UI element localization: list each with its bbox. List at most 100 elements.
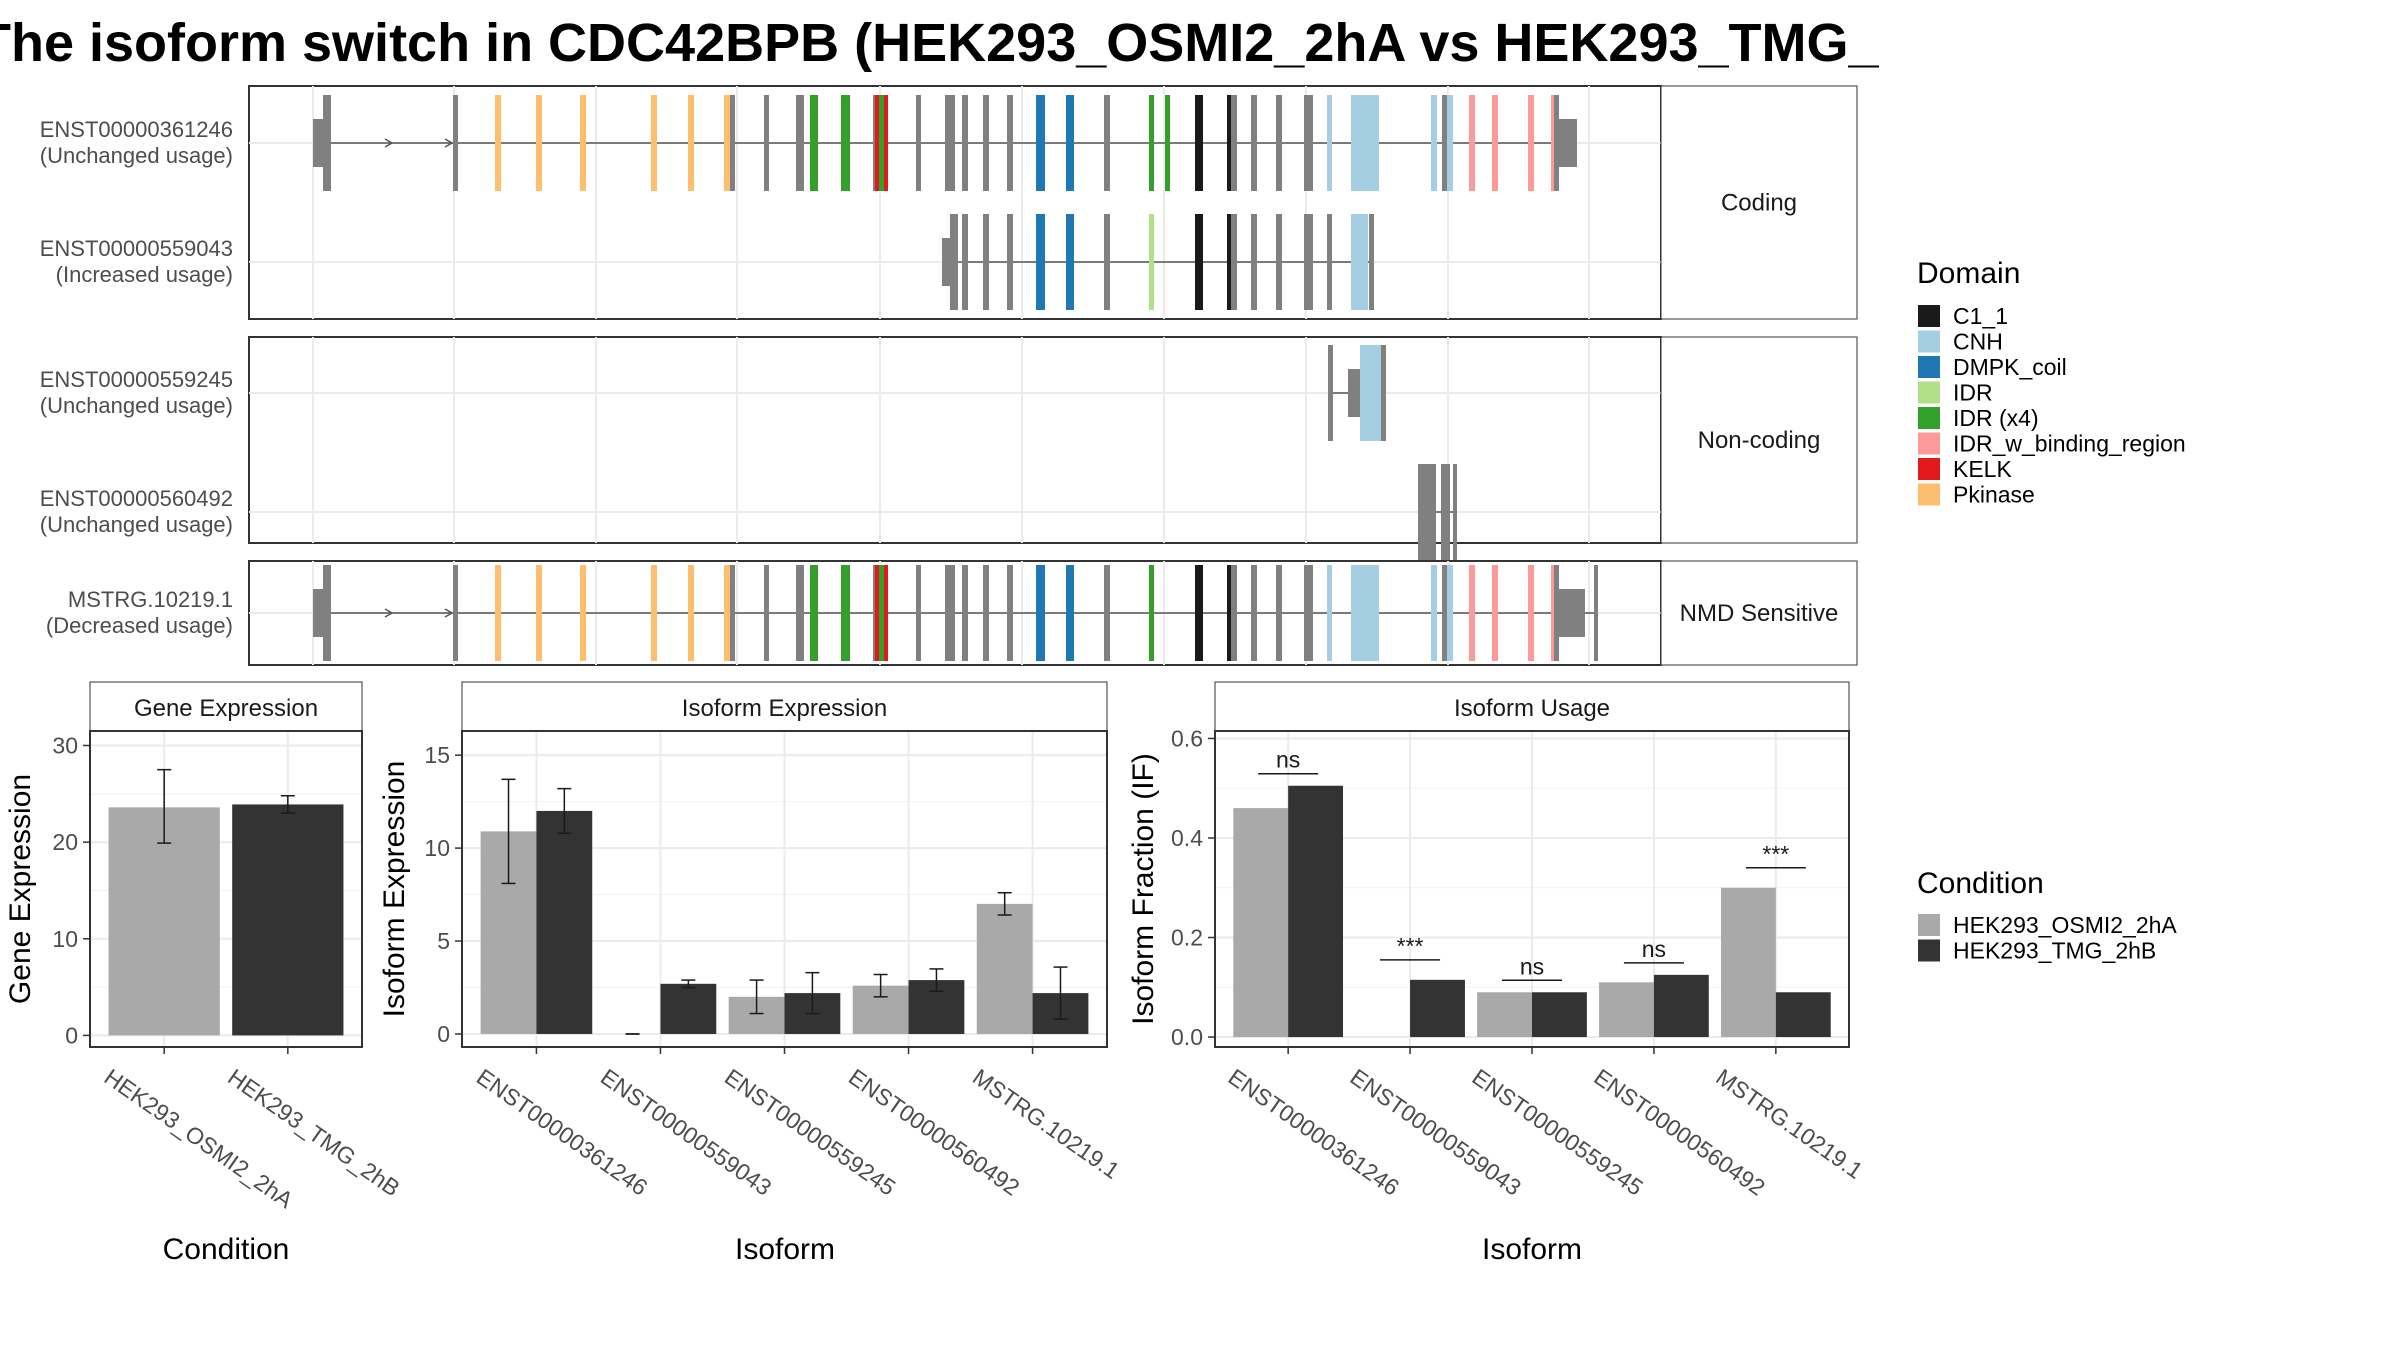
chart-strip-title: Isoform Usage (1454, 695, 1610, 722)
exon-block-idr-x4- (1149, 95, 1154, 191)
exon-block-exon (1104, 565, 1110, 661)
legend-key-label: HEK293_TMG_2hB (1953, 938, 2156, 964)
transcript-id-label: MSTRG.10219.1 (68, 587, 233, 612)
y-tick-label: 0 (437, 1021, 450, 1047)
exon-block-idr-w-binding-region (1528, 95, 1534, 191)
exon-block-exon (1453, 464, 1457, 560)
exon-block-c1-1 (1227, 214, 1233, 310)
x-axis-title: Condition (163, 1233, 290, 1266)
exon-block-dmpk-coil (1036, 95, 1045, 191)
utr-block (1556, 119, 1577, 167)
legend-key-label: C1_1 (1953, 303, 2008, 329)
exon-block-kelk (875, 565, 879, 661)
structure-strip-label: Non-coding (1698, 427, 1821, 454)
exon-block-exon (1104, 214, 1110, 310)
exon-block-exon (962, 214, 968, 310)
exon-block-pkinase (580, 95, 586, 191)
exon-block-exon (1304, 95, 1313, 191)
significance-label: ns (1520, 953, 1544, 979)
exon-block-idr-x4- (841, 565, 850, 661)
bar (1288, 785, 1344, 1038)
utr-block (1348, 369, 1360, 417)
exon-block-c1-1 (1227, 565, 1232, 661)
structure-panel-0: Coding ENST00000361246(Unchanged usage) EN… (40, 85, 1858, 320)
transcript-row: ENST00000361246(Unchanged usage) (40, 95, 1577, 191)
utr-block (1556, 589, 1585, 637)
legend-key-swatch (1918, 407, 1940, 429)
y-tick-label: 0.0 (1171, 1024, 1203, 1050)
transcript-usage-label: (Decreased usage) (46, 613, 233, 638)
legend-key-label: Pkinase (1953, 482, 2035, 508)
y-tick-label: 0.6 (1171, 725, 1203, 751)
exon-block-exon (1231, 214, 1237, 310)
exon-block-exon (1251, 565, 1257, 661)
exon-block-exon (1276, 95, 1282, 191)
exon-block-exon (950, 214, 958, 310)
exon-block-dmpk-coil (1066, 95, 1074, 191)
y-tick-label: 5 (437, 928, 450, 954)
condition-legend-title: Condition (1917, 867, 2044, 900)
exon-block-exon (1418, 464, 1436, 560)
chart-strip (461, 681, 1108, 732)
exon-block-exon (1554, 95, 1559, 191)
exon-block-exon (1304, 565, 1313, 661)
x-axis-title: Isoform (1482, 1233, 1582, 1266)
exon-block-c1-1 (1227, 95, 1232, 191)
intron-direction-arrow (384, 138, 394, 148)
bar (1775, 992, 1831, 1038)
x-axis-title: Isoform (735, 1233, 835, 1266)
chart-strip (1214, 681, 1850, 732)
exon-block-exon (764, 95, 769, 191)
exon-block-idr-w-binding-region (1469, 565, 1475, 661)
legend-key-label: IDR_w_binding_region (1953, 431, 2186, 457)
y-axis-title: Isoform Fraction (IF) (1127, 753, 1160, 1025)
exon-block-exon (1276, 214, 1282, 310)
bar (536, 810, 593, 1034)
exon-block-idr-x4- (1165, 95, 1170, 191)
intron-direction-arrow (444, 608, 454, 618)
exon-block-exon (1442, 95, 1448, 191)
exon-block-pkinase (688, 565, 694, 661)
intron-direction-arrow (384, 608, 394, 618)
transcript-usage-label: (Unchanged usage) (40, 393, 233, 418)
transcript-usage-label: (Increased usage) (56, 262, 233, 287)
legend-key-swatch (1918, 330, 1940, 353)
exon-block-exon (453, 95, 458, 191)
exon-block-exon (764, 565, 769, 661)
exon-block-exon (453, 565, 458, 661)
y-tick-label: 30 (52, 732, 78, 758)
exon-block-exon (1327, 214, 1332, 310)
bar (1653, 974, 1709, 1038)
exon-block-idr-w-binding-region (1528, 565, 1534, 661)
exon-block-cnh (1431, 565, 1437, 661)
exon-block-exon (1441, 464, 1450, 560)
exon-block-exon (1276, 565, 1282, 661)
exon-block-kelk (875, 95, 879, 191)
exon-block-exon (1231, 95, 1237, 191)
bar (1233, 808, 1289, 1038)
bar (1599, 982, 1654, 1038)
structure-panel-2: NMD Sensitive MSTRG.10219.1(Decreased usa… (46, 560, 1858, 666)
significance-label: ns (1642, 936, 1666, 962)
exon-block-cnh (1351, 565, 1379, 661)
transcript-row: MSTRG.10219.1(Decreased usage) (46, 565, 1598, 661)
bar (1410, 979, 1465, 1038)
exon-block-exon (1594, 565, 1598, 661)
legend-key-swatch (1918, 458, 1940, 480)
utr-block (313, 119, 325, 167)
exon-block-exon (945, 565, 955, 661)
y-axis-title: Isoform Expression (378, 761, 411, 1018)
structure-strip-label: Coding (1721, 190, 1797, 217)
transcript-row: ENST00000559245(Unchanged usage) (40, 345, 1386, 441)
exon-block-c1-1 (1195, 214, 1203, 310)
exon-block-exon (796, 565, 804, 661)
exon-block-dmpk-coil (1066, 214, 1074, 310)
exon-block-exon (1328, 345, 1333, 441)
transcript-row: ENST00000559043(Increased usage) (40, 214, 1374, 310)
exon-block-dmpk-coil (1066, 565, 1074, 661)
exon-block-exon (916, 565, 921, 661)
exon-block-cnh (1447, 565, 1453, 661)
legend-key-swatch (1918, 356, 1940, 378)
structure-strip (1660, 560, 1858, 666)
